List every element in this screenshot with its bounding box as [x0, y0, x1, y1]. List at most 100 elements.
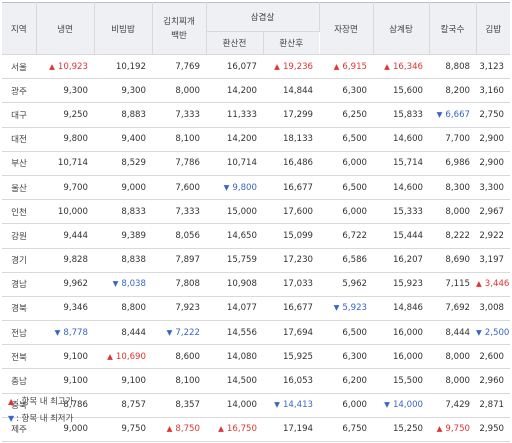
- price-cell: 17,194: [263, 417, 320, 443]
- price-value: 15,833: [392, 109, 424, 120]
- price-cell: 6,200: [319, 368, 374, 394]
- region-cell: 전남: [2, 320, 36, 346]
- price-cell: 9,250: [36, 102, 94, 128]
- price-value: 16,000: [392, 351, 424, 362]
- price-cell: 15,923: [373, 272, 430, 297]
- price-cell: 8,000: [152, 78, 206, 104]
- price-cell: ▲ 19,236: [263, 54, 320, 80]
- price-value: 14,200: [226, 134, 257, 145]
- price-cell: ▼ 14,000: [373, 393, 430, 418]
- price-cell: 16,677: [263, 296, 320, 322]
- table-row: 인천 10,000 8,833 7,333 15,000 17,600 6,000 15,33…: [2, 199, 511, 225]
- price-cell: 6,722: [319, 223, 374, 249]
- table-body: 서울 ▲ 10,923 10,192 7,769 16,077 ▲ 19,236 ▲ 6,915 ▲…: [2, 54, 511, 443]
- price-cell: 3,008: [476, 296, 511, 322]
- price-cell: 6,000: [319, 151, 374, 176]
- price-value: 9,346: [63, 303, 88, 314]
- price-cell: 14,080: [206, 344, 263, 370]
- table-row: 경기 9,828 8,838 7,897 15,759 17,230 6,586 16,207…: [2, 248, 511, 273]
- price-cell: 9,828: [36, 248, 94, 273]
- region-cell: 경기: [2, 248, 36, 273]
- down-triangle-icon: ▼: [384, 400, 390, 410]
- price-cell: 18,133: [263, 127, 320, 152]
- region-cell: 경북: [2, 296, 36, 322]
- price-value: 8,000: [445, 206, 471, 217]
- price-cell: 7,808: [152, 272, 206, 297]
- price-value: 14,600: [392, 134, 424, 145]
- price-cell: 10,714: [206, 151, 263, 176]
- price-cell: ▲ 3,446: [476, 272, 511, 297]
- price-value: 16,000: [392, 327, 424, 338]
- price-cell: 15,759: [206, 248, 263, 273]
- price-cell: 14,500: [206, 368, 263, 394]
- legend: ▲: 항목 내 최고가 ▼: 항목 내 최저가: [8, 393, 73, 427]
- price-value: 14,000: [392, 400, 424, 411]
- price-cell: 15,444: [373, 223, 430, 249]
- region-cell: 제주: [2, 417, 36, 443]
- legend-lowest: ▼: 항목 내 최저가: [8, 410, 73, 427]
- price-cell: 14,200: [206, 127, 263, 152]
- price-value: 14,600: [392, 182, 424, 193]
- price-cell: 9,400: [94, 127, 152, 152]
- up-triangle-icon: ▲: [476, 279, 482, 289]
- price-cell: 17,033: [263, 272, 320, 297]
- price-value: 3,123: [479, 61, 505, 72]
- down-triangle-icon: ▼: [476, 327, 482, 337]
- price-cell: 16,677: [263, 175, 320, 201]
- price-cell: 14,600: [373, 127, 430, 152]
- price-cell: 7,692: [429, 296, 477, 322]
- down-triangle-icon: ▼: [274, 400, 280, 410]
- table-row: 대전 9,800 9,400 8,100 14,200 18,133 6,500 14,600…: [2, 127, 511, 152]
- price-cell: 17,299: [263, 102, 320, 128]
- price-value: 15,925: [282, 351, 314, 362]
- price-cell: 8,833: [94, 199, 152, 225]
- header-gimbap: 김밥: [476, 2, 511, 55]
- header-kalguksu: 칼국수: [429, 2, 477, 55]
- legend-lowest-text: : 항목 내 최저가: [16, 413, 74, 423]
- price-cell: 9,100: [36, 368, 94, 394]
- price-cell: 9,800: [36, 127, 94, 152]
- region-cell: 충남: [2, 368, 36, 394]
- price-value: 6,500: [342, 327, 368, 338]
- table-row: 경북 9,346 8,800 7,923 14,077 16,677 ▼ 5,923 14,84…: [2, 296, 511, 322]
- price-value: 8,883: [121, 109, 146, 120]
- price-value: 9,700: [63, 182, 88, 193]
- price-cell: 8,222: [429, 223, 477, 249]
- price-value: 17,299: [282, 109, 314, 120]
- down-triangle-icon: ▼: [223, 182, 230, 192]
- price-cell: 2,750: [476, 102, 511, 128]
- price-cell: 2,900: [476, 127, 511, 152]
- region-cell: 전북: [2, 344, 36, 370]
- table-row: 강원 9,444 9,389 8,056 14,650 15,099 6,722 15,444…: [2, 223, 511, 249]
- price-value: 7,115: [445, 279, 471, 290]
- price-value: 8,600: [175, 351, 200, 362]
- price-cell: 8,300: [429, 175, 477, 201]
- price-value: 14,000: [226, 400, 257, 411]
- price-value: 5,962: [342, 279, 368, 290]
- price-value: 15,099: [282, 230, 314, 241]
- price-value: 7,786: [175, 158, 200, 169]
- price-value: 6,500: [342, 134, 368, 145]
- price-value: 8,100: [175, 376, 200, 387]
- price-cell: 15,925: [263, 344, 320, 370]
- price-cell: 8,056: [152, 223, 206, 249]
- price-value: 15,000: [226, 206, 257, 217]
- price-value: 7,700: [445, 134, 471, 145]
- price-value: 14,846: [392, 303, 424, 314]
- price-cell: 16,000: [373, 320, 430, 346]
- up-triangle-icon: ▲: [166, 424, 173, 434]
- price-value: 7,600: [175, 182, 200, 193]
- price-cell: 8,786: [36, 393, 94, 418]
- price-value: 9,444: [63, 230, 88, 241]
- price-cell: 3,300: [476, 175, 511, 201]
- price-cell: 17,600: [263, 199, 320, 225]
- price-value: 17,194: [282, 424, 314, 435]
- price-value: 6,986: [445, 158, 471, 169]
- price-value: 8,444: [445, 327, 471, 338]
- region-cell: 대구: [2, 102, 36, 128]
- price-value: 8,808: [445, 61, 471, 72]
- price-cell: 8,200: [429, 78, 477, 104]
- price-value: 17,230: [282, 255, 314, 266]
- price-cell: ▼ 8,778: [36, 320, 94, 346]
